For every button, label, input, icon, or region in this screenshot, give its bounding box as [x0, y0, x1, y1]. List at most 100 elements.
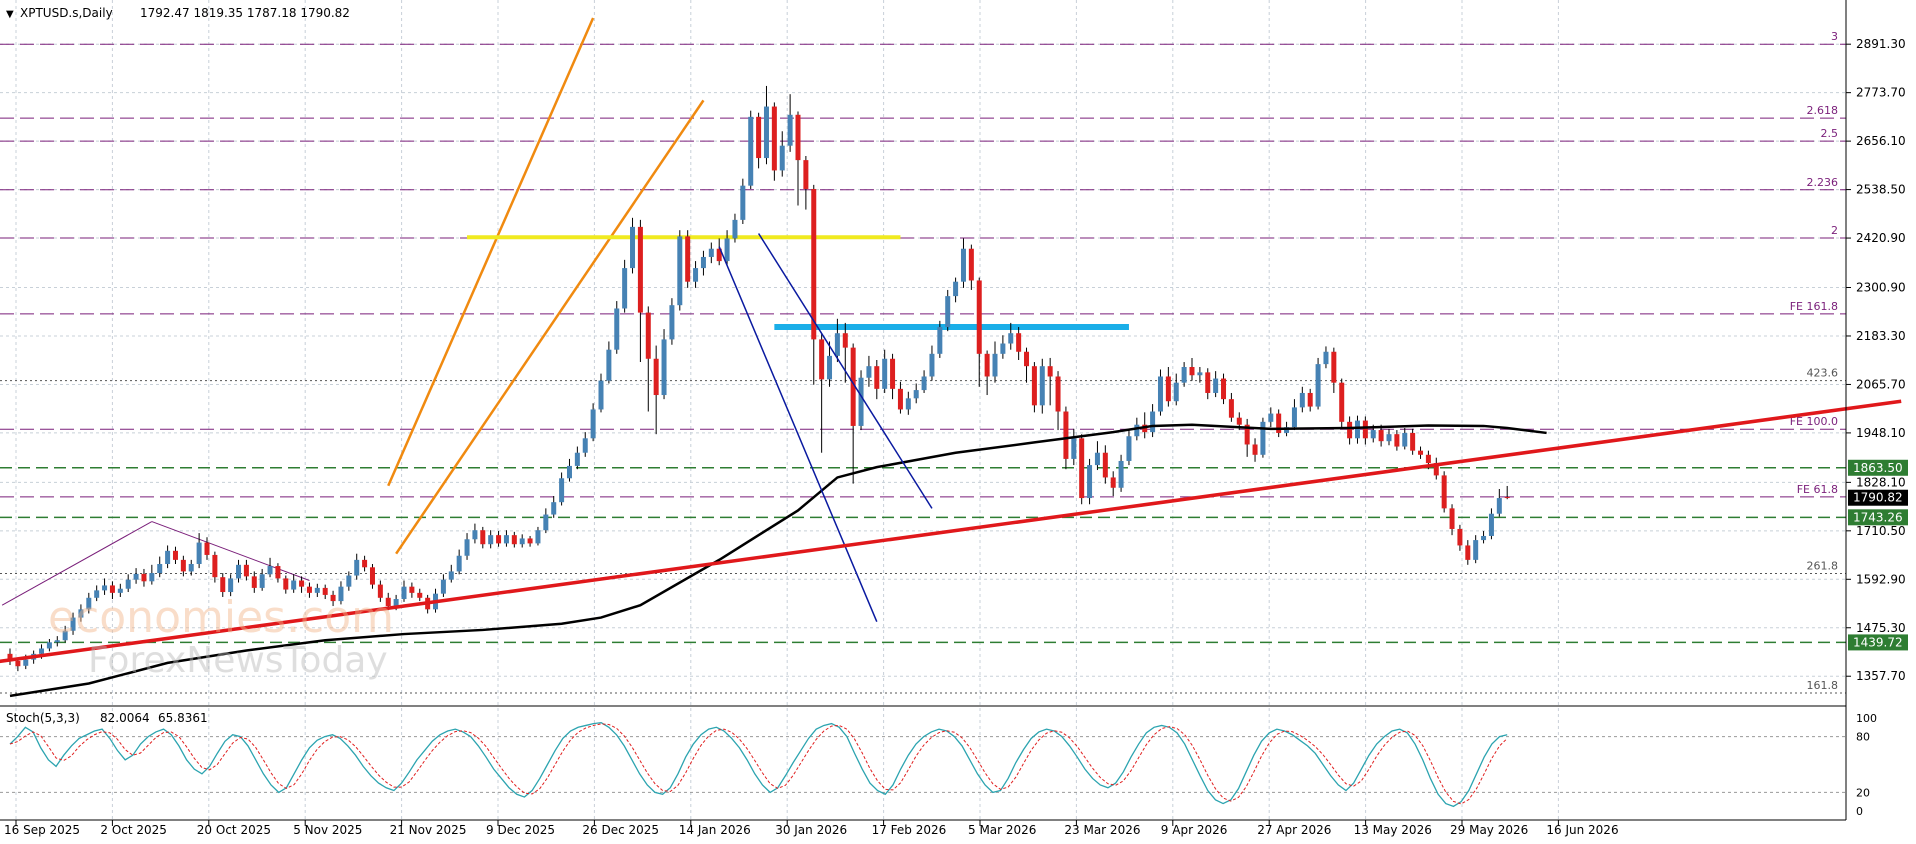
fibo-level-label: 2.236 — [1807, 176, 1839, 189]
candle-bearish — [1236, 417, 1242, 425]
candle-bullish — [992, 353, 998, 377]
candle-bullish — [1284, 427, 1290, 433]
candle-bullish — [960, 248, 966, 282]
time-axis[interactable]: 16 Sep 2025 2 Oct 2025 20 Oct 2025 5 Nov 20… — [4, 820, 1619, 837]
price-axis-label: 2538.50 — [1856, 183, 1906, 197]
price-axis-label: 2420.90 — [1856, 231, 1906, 245]
candle-bullish — [102, 585, 108, 591]
stochastic-main-value: 82.0064 — [100, 711, 150, 725]
time-axis-label: 2 Oct 2025 — [100, 823, 167, 837]
candle-bullish — [338, 586, 344, 602]
candle-bearish — [212, 554, 218, 578]
stoch-axis-label: 80 — [1856, 731, 1870, 744]
time-axis-label: 16 Jun 2026 — [1546, 823, 1618, 837]
candle-bullish — [622, 268, 628, 309]
grid — [0, 0, 1846, 820]
candle-bearish — [976, 280, 982, 354]
candle-bullish — [582, 438, 588, 453]
candle-bearish — [417, 592, 423, 598]
candle-bearish — [653, 358, 659, 396]
candle-bullish — [1087, 465, 1093, 499]
support-price-tag-bg — [1848, 634, 1908, 651]
candle-bullish — [606, 349, 612, 381]
candle-bullish — [354, 559, 360, 576]
candle-bearish — [204, 542, 210, 555]
candle-bullish — [228, 578, 234, 593]
drawings-back — [1, 17, 1129, 606]
candle-bullish — [1370, 430, 1376, 439]
stochastic-header: Stoch(5,3,3) 82.0064 65.8361 — [6, 711, 208, 725]
price-axis-label: 1475.30 — [1856, 621, 1906, 635]
watermark-line1: economies.com — [48, 592, 394, 643]
candle-bullish — [921, 376, 927, 391]
candle-bullish — [913, 390, 919, 399]
candle-bullish — [314, 587, 320, 593]
candle-bullish — [724, 238, 730, 262]
candle-bullish — [1481, 535, 1487, 541]
stoch-main-line — [9, 721, 1508, 808]
candle-bearish — [275, 566, 281, 579]
candle-bearish — [897, 388, 903, 410]
candle-bullish — [905, 398, 911, 410]
candle-bearish — [842, 333, 848, 348]
candle-bullish — [1181, 367, 1187, 383]
candle-bullish — [953, 281, 959, 297]
price-axis-label: 2891.30 — [1856, 37, 1906, 51]
candle-bullish — [346, 575, 352, 587]
candle-bullish — [165, 550, 171, 564]
candle-bearish — [811, 188, 817, 340]
candle-bullish — [1039, 366, 1045, 406]
candle-bullish — [472, 530, 478, 540]
candle-bullish — [1354, 420, 1360, 439]
time-axis-label: 20 Oct 2025 — [197, 823, 271, 837]
collapse-arrow-icon[interactable]: ▼ — [6, 9, 14, 20]
candle-bearish — [756, 116, 762, 159]
candle-bullish — [1213, 378, 1219, 393]
price-axis-label: 2183.30 — [1856, 329, 1906, 343]
candle-bullish — [125, 579, 131, 589]
candle-bullish — [267, 566, 273, 575]
candle-bearish — [1063, 411, 1069, 459]
stochastic-panel: 100 80 20 0 — [0, 712, 1877, 818]
candle-bearish — [180, 559, 186, 572]
price-axis-label: 2773.70 — [1856, 86, 1906, 100]
candle-bullish — [188, 564, 194, 572]
candle-bearish — [1410, 432, 1416, 451]
fibo-level-label: 2.618 — [1807, 104, 1839, 117]
candle-bearish — [496, 535, 502, 544]
candle-bearish — [1024, 351, 1030, 367]
candle-bearish — [1339, 382, 1345, 422]
candle-bullish — [858, 377, 864, 426]
candle-bearish — [1504, 497, 1510, 499]
candle-bullish — [23, 659, 29, 666]
candle-bearish — [480, 530, 486, 545]
candle-bearish — [1347, 421, 1353, 439]
candle-bearish — [1189, 367, 1195, 376]
candle-bullish — [259, 574, 265, 588]
candle-bearish — [1331, 351, 1337, 383]
time-axis-label: 9 Dec 2025 — [486, 823, 555, 837]
candle-bearish — [1425, 454, 1431, 464]
candle-bearish — [1221, 378, 1227, 400]
candle-bullish — [70, 617, 76, 631]
candle-bullish — [1386, 434, 1392, 442]
fibo-level-label: FE 61.8 — [1797, 483, 1838, 496]
candle-bearish — [1449, 508, 1455, 529]
candle-bullish — [1268, 413, 1274, 422]
candle-bearish — [803, 160, 809, 189]
candle-bullish — [291, 580, 297, 590]
fibo-level-label: FE 100.0 — [1790, 415, 1838, 428]
price-axis[interactable]: 2891.30 2773.70 2656.10 2538.50 2420.90 2300.… — [1846, 37, 1906, 683]
candle-bearish — [984, 353, 990, 377]
candle-bullish — [882, 358, 888, 389]
candle-bullish — [693, 268, 699, 282]
candle-bearish — [1457, 528, 1463, 546]
candle-bearish — [1055, 376, 1061, 412]
stoch-signal-line — [9, 723, 1508, 805]
channel-lower-line — [395, 99, 705, 555]
moving-average-line — [9, 423, 1547, 698]
candle-bearish — [645, 312, 651, 359]
dotted-level-label: 423.6 — [1807, 367, 1839, 380]
